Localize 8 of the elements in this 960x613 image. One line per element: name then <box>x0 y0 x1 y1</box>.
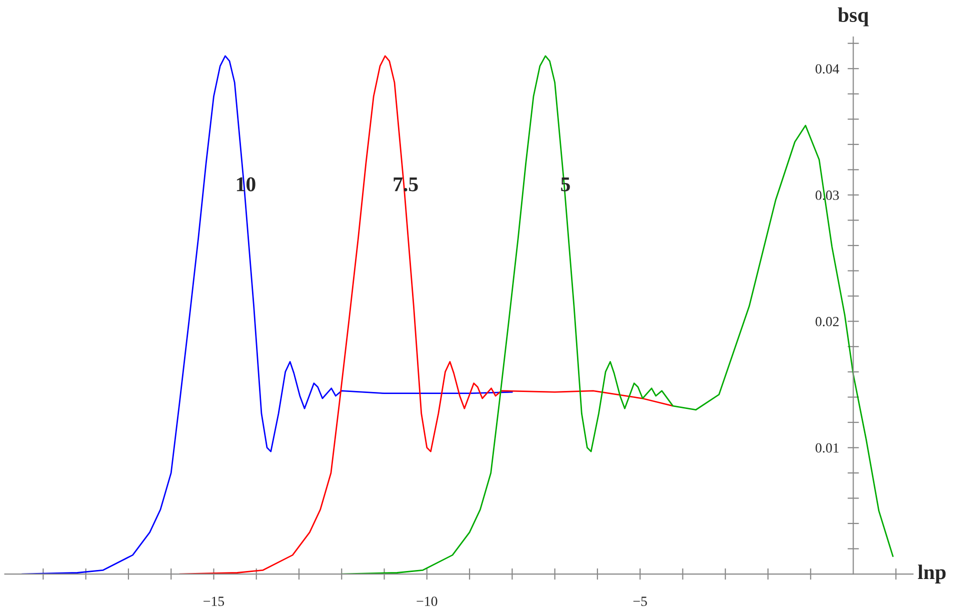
y-tick-label: 0.04 <box>816 64 840 74</box>
x-axis-title: lnp <box>918 564 946 584</box>
x-tick-label: −10 <box>416 596 438 606</box>
x-tick-label: −5 <box>633 596 647 606</box>
y-tick-label: 0.02 <box>816 316 839 326</box>
y-axis-title: bsq <box>838 7 869 26</box>
x-tick-label: −15 <box>204 596 224 606</box>
y-tick-label: 0.01 <box>816 443 839 453</box>
